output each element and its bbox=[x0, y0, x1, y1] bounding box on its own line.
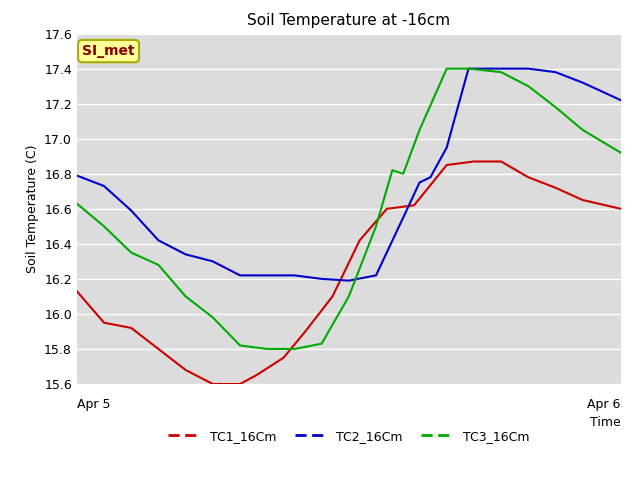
TC3_16Cm bbox=[264, 346, 271, 352]
TC2_16Cm bbox=[154, 238, 162, 243]
TC3_16Cm bbox=[465, 66, 472, 72]
TC1_16Cm bbox=[552, 185, 559, 191]
TC3_16Cm bbox=[318, 341, 326, 347]
TC3_16Cm bbox=[182, 293, 189, 299]
TC2_16Cm bbox=[465, 66, 472, 72]
TC3_16Cm bbox=[291, 346, 298, 352]
TC1_16Cm bbox=[236, 381, 244, 387]
TC1_16Cm bbox=[252, 372, 260, 378]
Text: SI_met: SI_met bbox=[82, 44, 135, 58]
TC2_16Cm bbox=[399, 215, 407, 220]
TC2_16Cm bbox=[318, 276, 326, 282]
Text: Time: Time bbox=[590, 416, 621, 429]
TC3_16Cm bbox=[497, 69, 505, 75]
TC3_16Cm bbox=[73, 201, 81, 206]
TC1_16Cm bbox=[182, 367, 189, 373]
TC2_16Cm bbox=[416, 180, 424, 185]
TC1_16Cm bbox=[356, 238, 364, 243]
TC1_16Cm bbox=[329, 293, 337, 299]
TC1_16Cm bbox=[154, 346, 162, 352]
Line: TC1_16Cm: TC1_16Cm bbox=[77, 161, 621, 384]
TC3_16Cm bbox=[399, 171, 407, 177]
TC3_16Cm bbox=[372, 223, 380, 229]
TC2_16Cm bbox=[497, 66, 505, 72]
TC3_16Cm bbox=[617, 150, 625, 156]
TC1_16Cm bbox=[209, 381, 216, 387]
TC2_16Cm bbox=[73, 173, 81, 179]
TC2_16Cm bbox=[291, 273, 298, 278]
Text: Apr 5: Apr 5 bbox=[77, 398, 110, 411]
TC3_16Cm bbox=[552, 104, 559, 110]
TC2_16Cm bbox=[524, 66, 532, 72]
TC1_16Cm bbox=[497, 158, 505, 164]
TC2_16Cm bbox=[182, 252, 189, 257]
TC2_16Cm bbox=[617, 97, 625, 103]
TC1_16Cm bbox=[225, 381, 233, 387]
TC1_16Cm bbox=[470, 158, 477, 164]
TC3_16Cm bbox=[524, 83, 532, 89]
TC1_16Cm bbox=[383, 206, 390, 212]
TC3_16Cm bbox=[345, 293, 353, 299]
TC2_16Cm bbox=[127, 208, 135, 214]
Line: TC3_16Cm: TC3_16Cm bbox=[77, 69, 621, 349]
Y-axis label: Soil Temperature (C): Soil Temperature (C) bbox=[26, 144, 38, 273]
TC3_16Cm bbox=[388, 168, 396, 173]
TC2_16Cm bbox=[236, 273, 244, 278]
TC1_16Cm bbox=[410, 203, 418, 208]
TC1_16Cm bbox=[617, 206, 625, 212]
TC3_16Cm bbox=[127, 250, 135, 255]
Line: TC2_16Cm: TC2_16Cm bbox=[77, 69, 621, 281]
TC1_16Cm bbox=[579, 197, 587, 203]
TC2_16Cm bbox=[427, 174, 435, 180]
TC1_16Cm bbox=[301, 328, 309, 334]
Legend: TC1_16Cm, TC2_16Cm, TC3_16Cm: TC1_16Cm, TC2_16Cm, TC3_16Cm bbox=[163, 425, 534, 448]
TC1_16Cm bbox=[443, 162, 451, 168]
TC2_16Cm bbox=[264, 273, 271, 278]
TC2_16Cm bbox=[372, 273, 380, 278]
TC2_16Cm bbox=[209, 258, 216, 264]
TC2_16Cm bbox=[100, 183, 108, 189]
TC3_16Cm bbox=[100, 223, 108, 229]
Text: Apr 6: Apr 6 bbox=[588, 398, 621, 411]
TC2_16Cm bbox=[579, 80, 587, 85]
TC3_16Cm bbox=[416, 127, 424, 133]
TC3_16Cm bbox=[236, 343, 244, 348]
TC1_16Cm bbox=[280, 355, 287, 360]
Title: Soil Temperature at -16cm: Soil Temperature at -16cm bbox=[247, 13, 451, 28]
TC2_16Cm bbox=[345, 278, 353, 284]
TC3_16Cm bbox=[209, 314, 216, 320]
TC3_16Cm bbox=[154, 262, 162, 268]
TC2_16Cm bbox=[443, 144, 451, 150]
TC1_16Cm bbox=[127, 325, 135, 331]
TC1_16Cm bbox=[73, 288, 81, 294]
TC2_16Cm bbox=[552, 69, 559, 75]
TC1_16Cm bbox=[100, 320, 108, 325]
TC3_16Cm bbox=[443, 66, 451, 72]
TC3_16Cm bbox=[579, 127, 587, 133]
TC1_16Cm bbox=[524, 174, 532, 180]
